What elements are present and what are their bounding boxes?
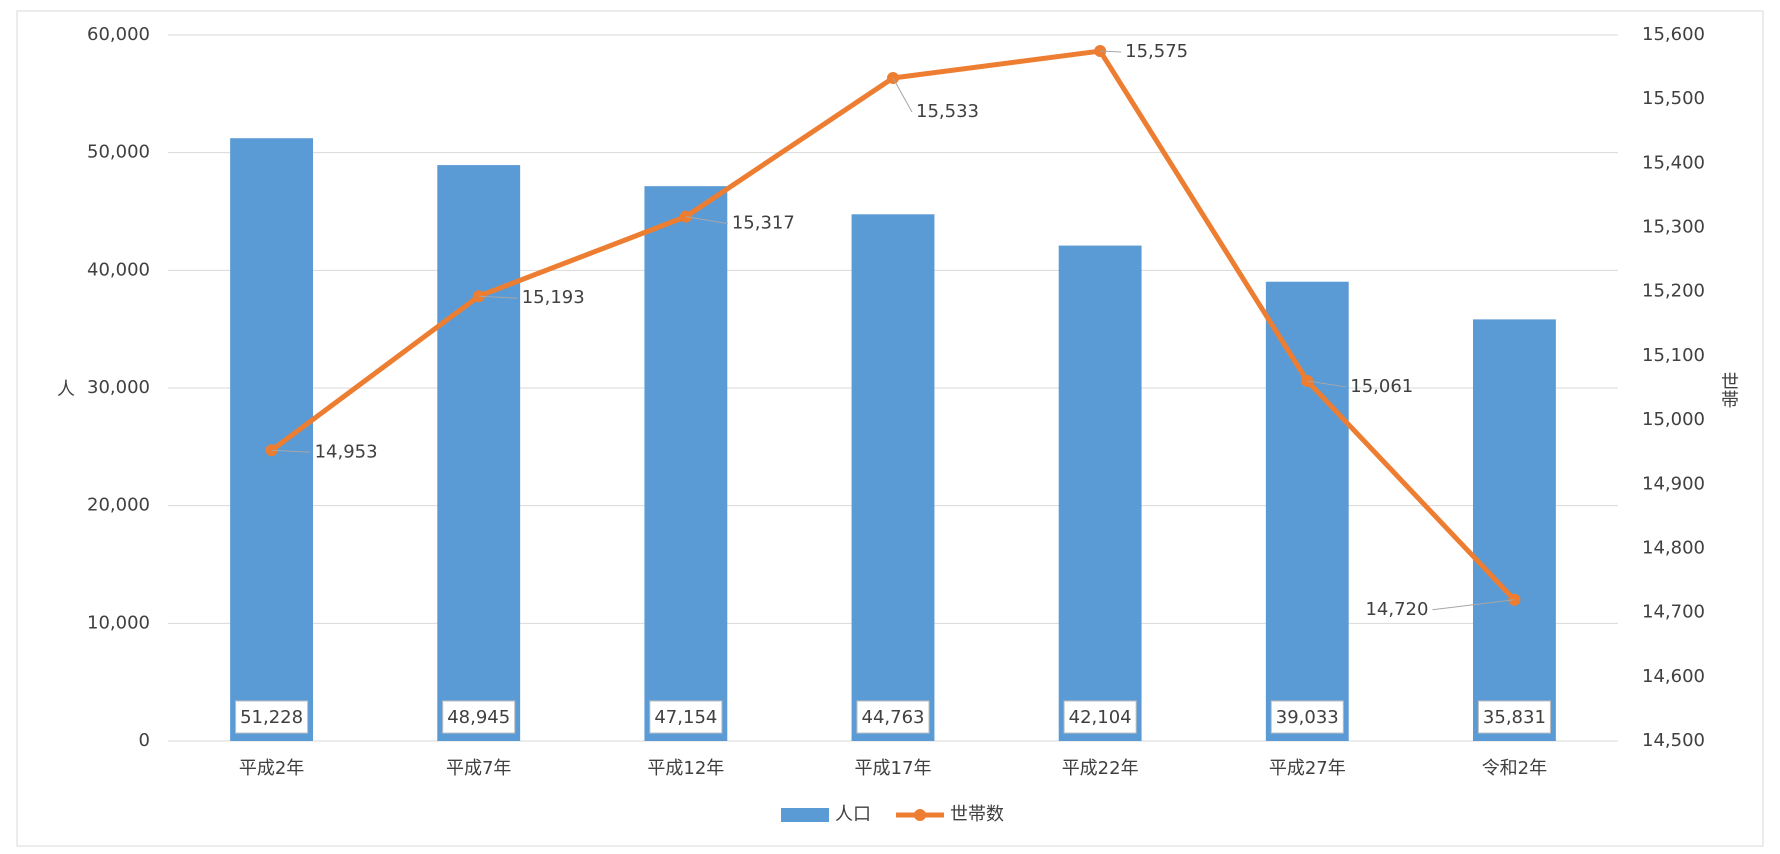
data-label-box xyxy=(442,700,516,734)
legend-label: 人口 xyxy=(835,804,871,825)
bar xyxy=(1265,281,1349,741)
data-label-box xyxy=(235,700,309,734)
bar xyxy=(437,165,521,741)
data-label: 44,763 xyxy=(862,707,925,728)
legend-swatch xyxy=(781,808,829,822)
bar xyxy=(1473,319,1556,741)
data-label: 14,720 xyxy=(1365,599,1428,620)
y-tick-label: 0 xyxy=(139,730,150,751)
data-label: 42,104 xyxy=(1069,707,1132,728)
leader-line xyxy=(478,295,518,299)
data-label: 15,193 xyxy=(522,287,585,308)
leader-line xyxy=(1432,599,1515,611)
y2-tick-label: 15,300 xyxy=(1642,217,1705,238)
y2-tick-label: 14,800 xyxy=(1642,537,1705,558)
data-label-box xyxy=(1270,700,1344,734)
y2-tick-label: 15,000 xyxy=(1642,409,1705,430)
leader-line xyxy=(1307,380,1347,388)
x-tick-label: 平成7年 xyxy=(446,758,511,779)
data-label: 47,154 xyxy=(654,707,717,728)
leader-line xyxy=(685,216,728,225)
data-label: 15,061 xyxy=(1350,376,1413,397)
legend-swatch xyxy=(914,809,926,821)
x-tick-label: 平成2年 xyxy=(239,758,304,779)
bar xyxy=(230,138,313,742)
data-label: 14,953 xyxy=(315,441,378,462)
y2-tick-label: 15,200 xyxy=(1642,281,1705,302)
y2-axis-label: 世帯 xyxy=(1718,372,1739,408)
data-label-box xyxy=(1477,700,1551,734)
y-tick-label: 10,000 xyxy=(87,612,150,633)
y-tick-label: 40,000 xyxy=(87,259,150,280)
data-label: 51,228 xyxy=(240,707,303,728)
data-label: 39,033 xyxy=(1276,707,1339,728)
x-tick-label: 平成27年 xyxy=(1269,758,1346,779)
y2-tick-label: 14,500 xyxy=(1642,730,1705,751)
leader-line xyxy=(271,449,311,453)
y2-tick-label: 14,900 xyxy=(1642,473,1705,494)
data-label: 15,575 xyxy=(1125,41,1188,62)
y-tick-label: 30,000 xyxy=(87,377,150,398)
leader-line xyxy=(1100,50,1122,53)
y2-tick-label: 14,700 xyxy=(1642,602,1705,623)
x-tick-label: 平成12年 xyxy=(647,758,724,779)
y2-tick-label: 14,600 xyxy=(1642,666,1705,687)
y2-tick-label: 15,400 xyxy=(1642,152,1705,173)
bar xyxy=(644,186,728,741)
x-tick-label: 令和2年 xyxy=(1482,758,1547,779)
y-tick-label: 60,000 xyxy=(87,24,150,45)
data-label: 15,317 xyxy=(732,213,795,234)
y-tick-label: 20,000 xyxy=(87,495,150,516)
y2-tick-label: 15,100 xyxy=(1642,345,1705,366)
data-label: 35,831 xyxy=(1483,707,1546,728)
data-label: 15,533 xyxy=(916,101,979,122)
x-tick-label: 平成22年 xyxy=(1062,758,1139,779)
bar xyxy=(851,214,935,741)
y2-tick-label: 15,600 xyxy=(1642,24,1705,45)
bar xyxy=(1058,245,1142,741)
data-label-box xyxy=(649,700,723,734)
y-tick-label: 50,000 xyxy=(87,142,150,163)
y2-tick-label: 15,500 xyxy=(1642,88,1705,109)
data-label-box xyxy=(1063,700,1137,734)
x-tick-label: 平成17年 xyxy=(855,758,932,779)
data-label-box xyxy=(856,700,930,734)
legend-label: 世帯数 xyxy=(950,804,1004,825)
y-axis-label: 人 xyxy=(57,379,75,400)
leader-line xyxy=(892,77,913,113)
data-label: 48,945 xyxy=(447,707,510,728)
